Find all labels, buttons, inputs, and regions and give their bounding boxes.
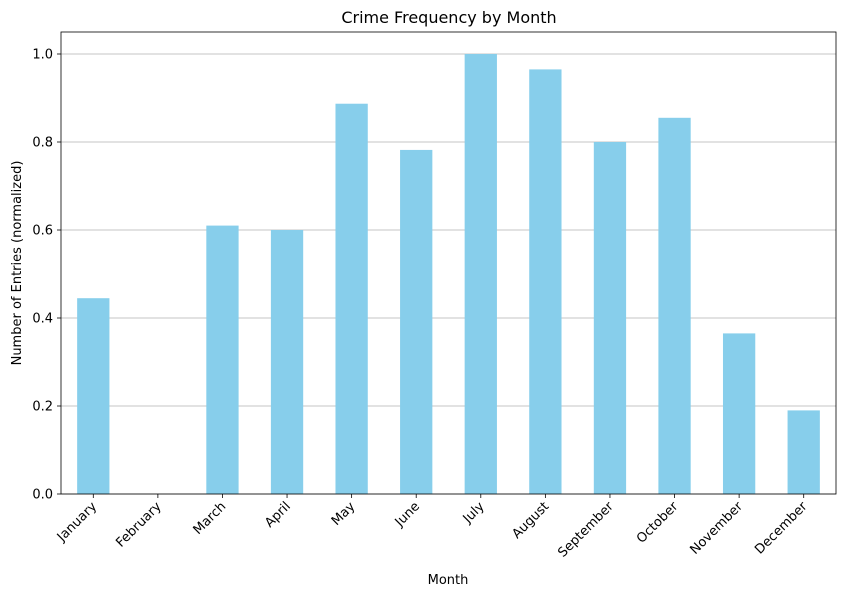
y-tick-label: 1.0	[32, 48, 53, 63]
x-tick-label: February	[113, 499, 165, 551]
chart-title: Crime Frequency by Month	[341, 8, 556, 27]
x-tick-label: December	[752, 499, 811, 558]
x-axis-ticks: January February March April May June July Augu…	[54, 494, 811, 561]
x-tick-label: November	[688, 499, 747, 558]
y-tick-label: 0.0	[32, 488, 53, 503]
bar-june	[400, 149, 433, 495]
bar-october	[658, 117, 691, 495]
y-axis-ticks: 0.0 0.2 0.4 0.6 0.8 1.0	[32, 48, 61, 503]
bar-september	[593, 142, 627, 494]
x-tick-label: June	[392, 499, 423, 530]
grid-lines	[61, 53, 836, 495]
bar-july	[464, 54, 497, 494]
plot-frame	[60, 31, 837, 495]
x-tick-label: August	[509, 499, 552, 542]
x-tick-label: July	[460, 499, 488, 527]
x-tick-label: April	[262, 499, 294, 531]
y-axis-label: Number of Entries (normalized)	[10, 161, 25, 366]
bar-january	[77, 298, 110, 494]
x-tick-label: March	[191, 499, 230, 538]
x-tick-label: September	[555, 499, 617, 561]
x-tick-label: May	[329, 499, 359, 529]
bars	[77, 54, 820, 495]
x-tick-label: January	[54, 499, 100, 545]
bar-may	[335, 103, 368, 494]
axes	[60, 31, 837, 495]
y-tick-label: 0.8	[32, 136, 53, 151]
y-tick-label: 0.6	[32, 224, 53, 239]
bar-november	[722, 333, 756, 494]
y-tick-label: 0.4	[32, 312, 53, 327]
bar-march	[206, 225, 239, 494]
y-tick-label: 0.2	[32, 400, 53, 415]
bar-august	[529, 69, 562, 495]
x-axis-label: Month	[428, 573, 469, 588]
x-tick-label: October	[634, 499, 682, 547]
bar-december	[787, 410, 820, 494]
bar-april	[270, 230, 304, 494]
